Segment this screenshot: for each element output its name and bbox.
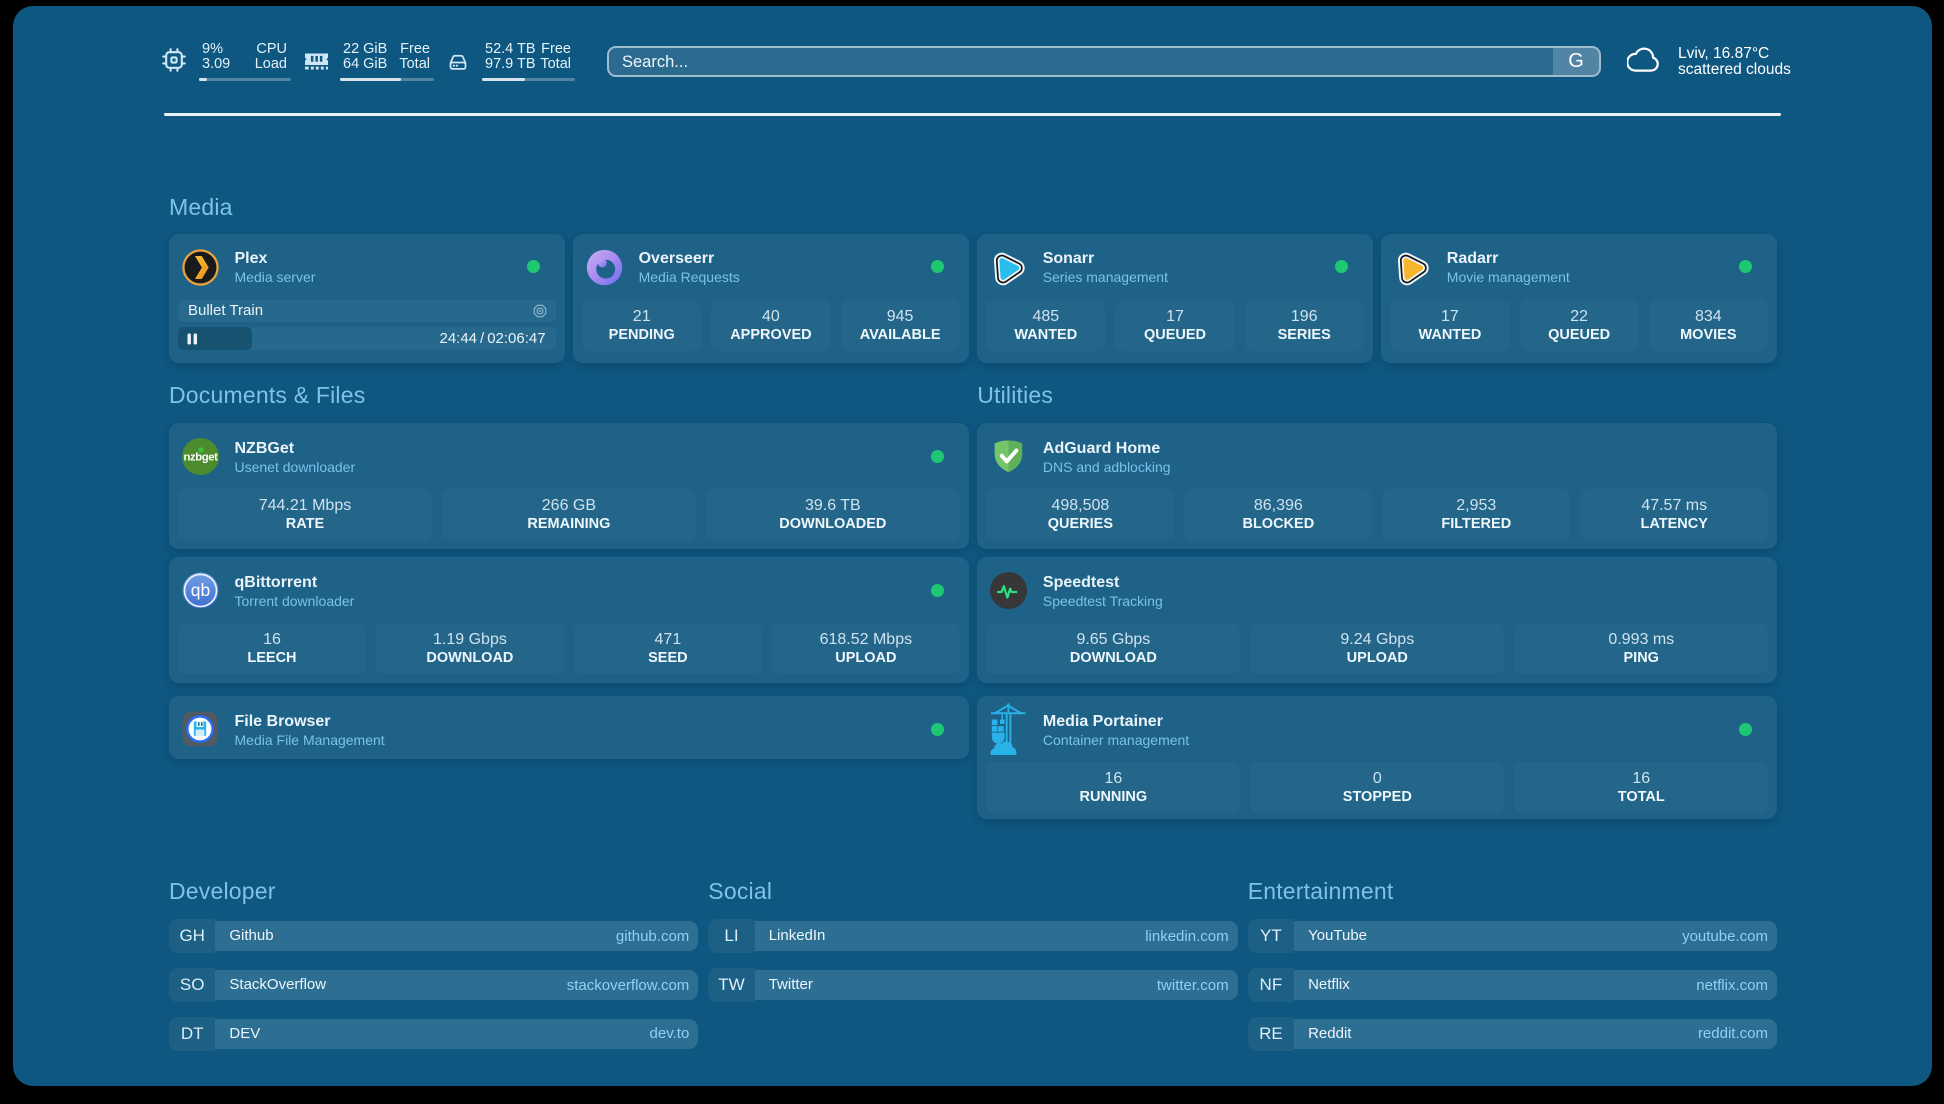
svg-text:qb: qb [190,580,209,600]
svg-text:nzbget: nzbget [183,452,218,464]
